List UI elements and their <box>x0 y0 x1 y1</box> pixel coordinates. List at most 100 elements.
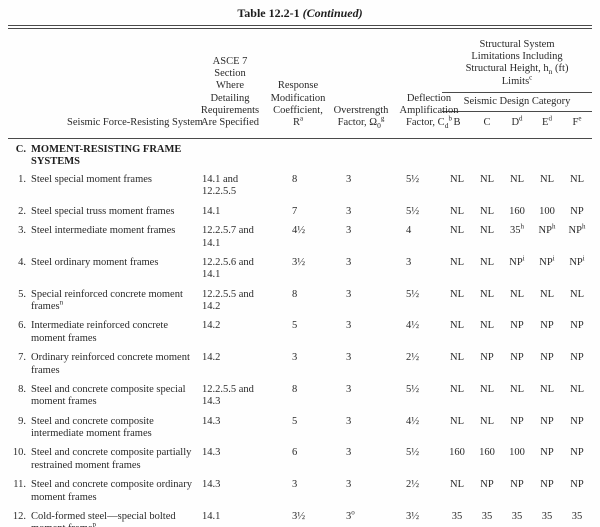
r-coefficient-cell: 5 <box>292 320 298 332</box>
sdc-e-cell: NP <box>540 447 554 459</box>
sdc-c-cell: NL <box>480 383 494 395</box>
sdc-b-cell: NL <box>450 383 464 395</box>
sdc-c-cell: 160 <box>479 447 495 459</box>
sdc-c-cell: NL <box>480 320 494 332</box>
r-coefficient-cell: 7 <box>292 205 298 217</box>
asce-section-cell: 12.2.5.5 and 14.2 <box>202 288 254 313</box>
sdc-e-cell: NP <box>540 415 554 427</box>
sdc-d-cell: 35h <box>510 222 524 237</box>
deflection-cell: 4 <box>406 225 412 237</box>
r-coefficient-cell: 3½ <box>292 256 306 268</box>
table-row: 7. Ordinary reinforced concrete moment fr… <box>8 350 592 382</box>
overstrength-cell: 3 <box>346 352 352 364</box>
sdc-b-cell: 35 <box>451 510 463 522</box>
system-name: Intermediate reinforced concrete moment … <box>31 320 168 344</box>
row-number: 1. <box>18 174 26 186</box>
overstrength-cell: 3 <box>346 479 352 491</box>
system-name: Steel intermediate moment frames <box>31 225 176 237</box>
deflection-cell: 2½ <box>406 479 420 491</box>
sdc-f-cell: 35 <box>571 510 583 522</box>
sdc-e-cell: NL <box>540 383 554 395</box>
header-category-b: B <box>453 117 461 129</box>
r-coefficient-cell: 8 <box>292 174 298 186</box>
double-rule <box>8 25 592 29</box>
sdc-d-cell: 35 <box>511 510 523 522</box>
sdc-d-cell: 100 <box>509 447 525 459</box>
sdc-e-cell: 35 <box>541 510 553 522</box>
sdc-f-cell: NL <box>570 174 585 186</box>
row-number: 8. <box>18 383 26 395</box>
overstrength-cell: 3 <box>346 383 352 395</box>
header-asce-section-column: ASCE 7 Section Where Detailing Requireme… <box>200 55 260 129</box>
deflection-cell: 3½ <box>406 510 420 522</box>
r-coefficient-cell: 4½ <box>292 225 306 237</box>
sdc-c-cell: NL <box>480 256 494 268</box>
overstrength-cell: 3 <box>346 447 352 459</box>
section-header-row: C. MOMENT-RESISTING FRAME SYSTEMS <box>8 138 592 171</box>
sdc-f-cell: NP <box>570 447 584 459</box>
row-number: 4. <box>18 256 26 268</box>
sdc-f-cell: NL <box>570 288 585 300</box>
header-deflection-amplification-column: Deflection Amplification Factor, Cdb <box>399 92 459 131</box>
row-number: 12. <box>12 510 26 522</box>
section-letter: C. <box>15 143 26 155</box>
table-row: 9. Steel and concrete composite intermedi… <box>8 413 592 445</box>
sdc-c-cell: NL <box>480 288 494 300</box>
sdc-d-cell: NPi <box>509 254 525 268</box>
sdc-c-cell: NL <box>480 174 494 186</box>
sdc-c-cell: NL <box>480 205 494 217</box>
sdc-b-cell: NL <box>450 479 464 491</box>
system-name: Special reinforced concrete moment frame… <box>31 288 183 313</box>
table-body: C. MOMENT-RESISTING FRAME SYSTEMS 1. Steel… <box>8 138 592 527</box>
asce-section-cell: 14.2 <box>202 352 221 364</box>
sdc-d-cell: NP <box>510 479 524 491</box>
seismic-systems-table: Seismic Force-Resisting System ASCE 7 Se… <box>8 28 593 527</box>
sdc-f-cell: NP <box>570 479 584 491</box>
sdc-b-cell: NL <box>450 205 464 217</box>
sdc-b-cell: NL <box>450 174 464 186</box>
sdc-b-cell: NL <box>450 256 464 268</box>
sdc-c-cell: NP <box>480 352 494 364</box>
system-name: Steel ordinary moment frames <box>31 256 159 268</box>
asce-section-cell: 12.2.5.7 and 14.1 <box>202 225 254 249</box>
sdc-e-cell: NP <box>540 479 554 491</box>
sdc-e-cell: NPi <box>539 254 555 268</box>
table-row: 11. Steel and concrete composite ordinary… <box>8 477 592 509</box>
header-category-e: Ed <box>542 114 552 129</box>
asce-section-cell: 14.3 <box>202 479 221 491</box>
table-row: 4. Steel ordinary moment frames 12.2.5.6 … <box>8 254 592 286</box>
sdc-b-cell: 160 <box>449 447 465 459</box>
table-title-main: Table 12.2-1 <box>237 6 300 20</box>
asce-section-cell: 14.2 <box>202 320 221 332</box>
r-coefficient-cell: 6 <box>292 447 298 459</box>
deflection-cell: 5½ <box>406 205 420 217</box>
overstrength-cell: 3 <box>346 225 352 237</box>
sdc-b-cell: NL <box>450 288 464 300</box>
row-number: 5. <box>18 288 26 300</box>
r-coefficient-cell: 8 <box>292 288 298 300</box>
table-row: 1. Steel special moment frames 14.1 and 1… <box>8 172 592 204</box>
sdc-f-cell: NPh <box>568 222 586 237</box>
header-category-c: C <box>483 117 491 129</box>
header-system-column: Seismic Force-Resisting System <box>67 117 203 129</box>
sdc-f-cell: NP <box>570 205 584 217</box>
overstrength-cell: 3 <box>346 205 352 217</box>
overstrength-cell: 3 <box>346 256 352 268</box>
table-row: 12. Cold-formed steel—special bolted mome… <box>8 508 592 527</box>
row-number: 9. <box>18 415 26 427</box>
sdc-e-cell: NL <box>540 174 554 186</box>
table-title-continued: (Continued) <box>302 6 363 20</box>
r-coefficient-cell: 8 <box>292 383 298 395</box>
table-row: 6. Intermediate reinforced concrete momen… <box>8 318 592 350</box>
sdc-d-cell: NP <box>510 352 524 364</box>
overstrength-cell: 3 <box>346 320 352 332</box>
system-name: Steel and concrete composite ordinary mo… <box>31 479 192 503</box>
deflection-cell: 5½ <box>406 288 420 300</box>
sdc-f-cell: NPi <box>569 254 585 268</box>
system-name: Ordinary reinforced concrete moment fram… <box>31 352 190 376</box>
sdc-f-cell: NP <box>570 352 584 364</box>
deflection-cell: 5½ <box>406 383 420 395</box>
header-category-d: Dd <box>511 114 523 129</box>
table-title: Table 12.2-1 (Continued) <box>8 4 592 25</box>
